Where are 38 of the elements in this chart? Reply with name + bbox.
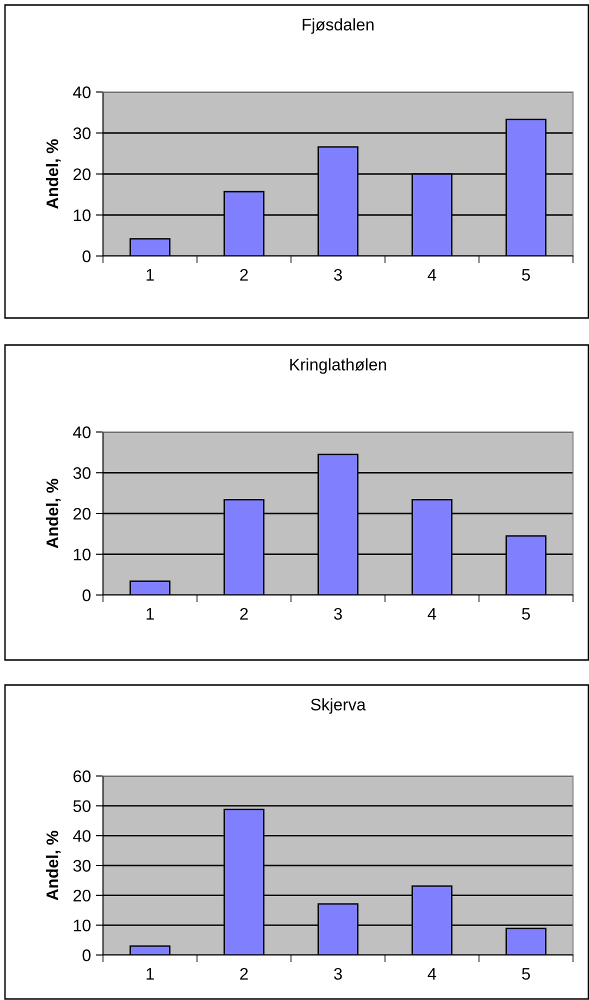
y-axis-title: Andel, % bbox=[46, 139, 61, 209]
y-tick-label: 0 bbox=[82, 949, 91, 962]
x-tick-label: 1 bbox=[146, 269, 154, 281]
y-tick-label: 50 bbox=[73, 800, 91, 812]
x-tick-label: 4 bbox=[428, 269, 436, 281]
x-tick-label: 3 bbox=[334, 268, 342, 281]
y-tick-label: 60 bbox=[74, 770, 91, 782]
chart-title: Skjerva bbox=[310, 698, 366, 714]
x-tick-label: 3 bbox=[334, 968, 342, 980]
y-tick-label: 10 bbox=[74, 548, 91, 560]
y-tick-label: 40 bbox=[73, 830, 91, 842]
y-tick-label: 0 bbox=[82, 589, 91, 602]
y-tick-label: 10 bbox=[74, 209, 91, 222]
x-tick-label: 1 bbox=[146, 608, 154, 620]
x-tick-label: 4 bbox=[428, 968, 436, 980]
y-tick-label: 20 bbox=[73, 890, 91, 902]
x-tick-label: 2 bbox=[240, 268, 248, 281]
x-tick-label: 5 bbox=[522, 269, 530, 281]
x-tick-label: 1 bbox=[146, 968, 154, 980]
y-axis-title: Andel, % bbox=[46, 478, 61, 548]
x-tick-label: 5 bbox=[522, 968, 530, 980]
x-tick-label: 2 bbox=[240, 968, 248, 980]
y-tick-label: 30 bbox=[73, 467, 91, 479]
y-tick-label: 20 bbox=[73, 168, 91, 180]
chart-title: Fjøsdalen bbox=[302, 18, 374, 34]
y-tick-label: 40 bbox=[73, 86, 91, 98]
x-tick-label: 2 bbox=[240, 608, 248, 620]
y-tick-label: 30 bbox=[73, 860, 91, 872]
chart-title: Kringlathølen bbox=[290, 358, 386, 374]
y-tick-label: 20 bbox=[73, 508, 91, 520]
y-tick-label: 0 bbox=[82, 250, 91, 262]
x-tick-label: 5 bbox=[522, 608, 530, 620]
y-axis-title: Andel, % bbox=[46, 830, 61, 900]
x-tick-label: 3 bbox=[334, 608, 342, 620]
y-tick-label: 40 bbox=[73, 426, 91, 438]
x-tick-label: 4 bbox=[428, 608, 436, 620]
y-tick-label: 10 bbox=[74, 920, 91, 932]
y-tick-label: 30 bbox=[73, 127, 91, 140]
